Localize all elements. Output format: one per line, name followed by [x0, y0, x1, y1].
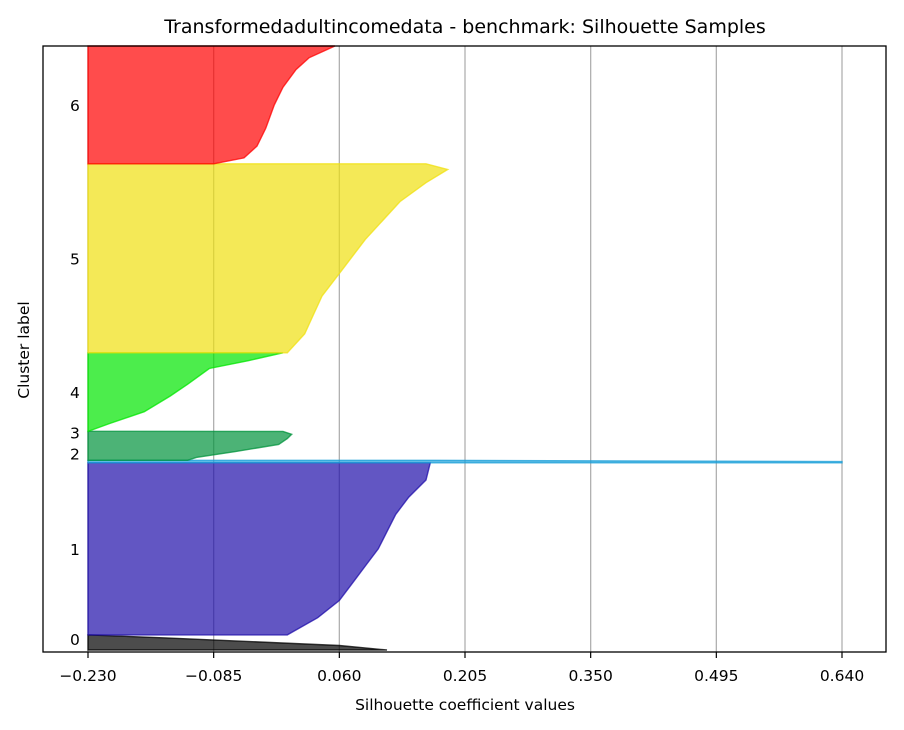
chart-title: Transformedadultincomedata - benchmark: … [163, 16, 766, 38]
x-tick-label-5: 0.495 [694, 667, 738, 685]
x-tick-label-1: −0.085 [185, 667, 242, 685]
cluster-label-0: 0 [70, 631, 80, 649]
x-tick-label-3: 0.205 [443, 667, 487, 685]
x-tick-label-2: 0.060 [317, 667, 361, 685]
cluster-3-band [87, 430, 294, 462]
cluster-label-5: 5 [70, 250, 80, 268]
cluster-4-band [87, 352, 284, 433]
x-ticks: −0.230 −0.085 0.060 0.205 0.350 0.495 0.640 [59, 652, 864, 685]
cluster-1-band [87, 462, 432, 636]
cluster-0-band [87, 634, 388, 651]
cluster-2-band [87, 459, 843, 464]
cluster-label-1: 1 [70, 541, 80, 559]
x-axis-label: Silhouette coefficient values [355, 696, 575, 714]
cluster-labels: 0 1 2 3 4 5 6 [70, 97, 80, 649]
cluster-5-band [87, 163, 450, 354]
cluster-label-6: 6 [70, 97, 80, 115]
x-tick-label-6: 0.640 [820, 667, 864, 685]
cluster-label-4: 4 [70, 384, 80, 402]
cluster-label-3: 3 [70, 424, 80, 442]
x-tick-label-0: −0.230 [59, 667, 116, 685]
x-tick-label-4: 0.350 [568, 667, 612, 685]
y-axis-label: Cluster label [15, 301, 33, 398]
cluster-6-band [87, 45, 336, 165]
cluster-label-2: 2 [70, 445, 80, 463]
